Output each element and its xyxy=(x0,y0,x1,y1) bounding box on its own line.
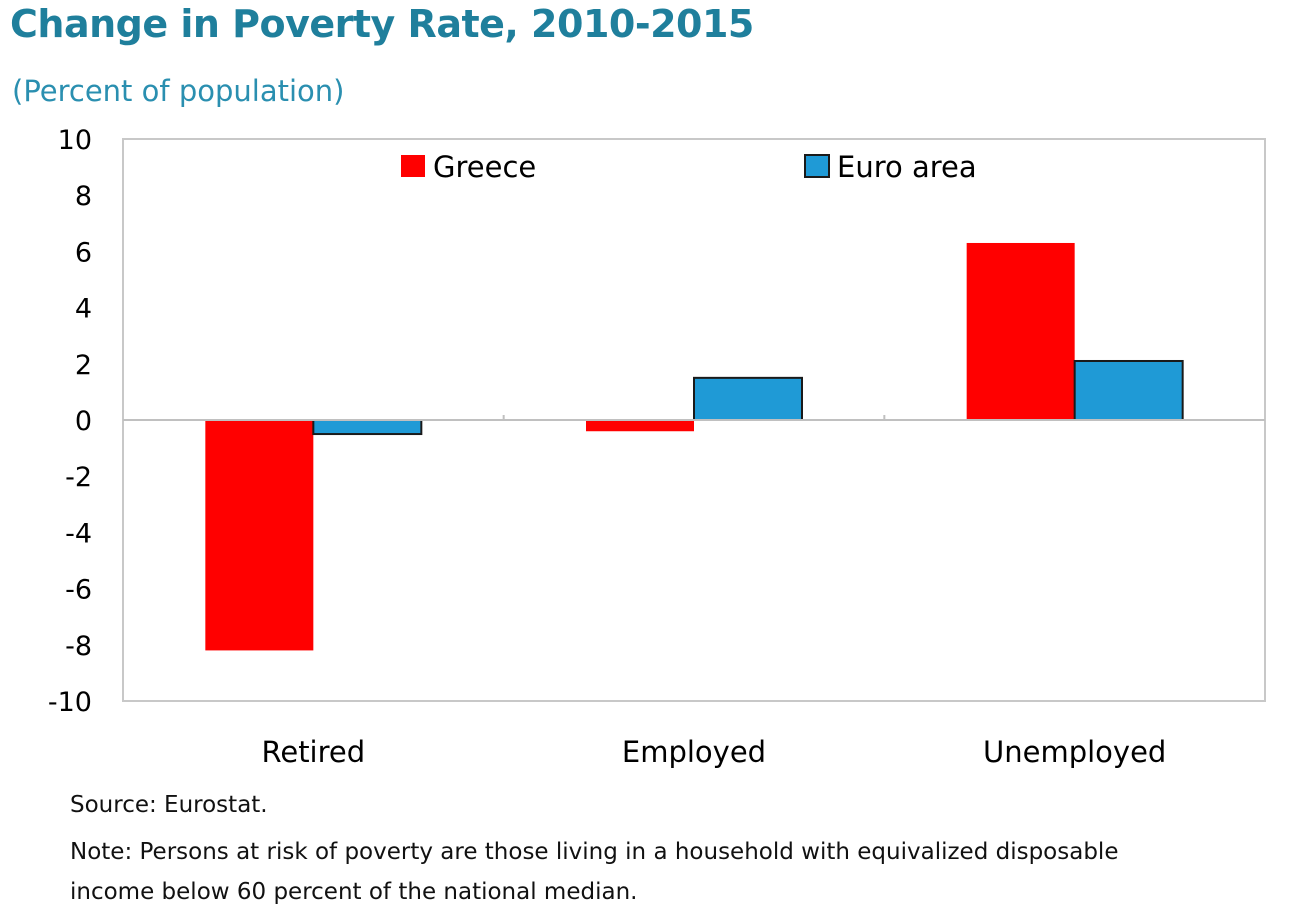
source-note: Source: Eurostat. xyxy=(70,792,268,818)
bar-euro-area-retired xyxy=(312,419,423,436)
legend-label: Euro area xyxy=(837,150,977,184)
y-tick-label: 2 xyxy=(75,350,92,381)
bar-greece-retired xyxy=(205,420,314,651)
y-tick-label: -10 xyxy=(48,687,92,718)
y-tick-label: 6 xyxy=(75,237,92,268)
legend-swatch xyxy=(401,155,425,177)
x-tick-label: Employed xyxy=(622,735,766,769)
y-tick-label: -4 xyxy=(65,518,92,549)
chart-subtitle: (Percent of population) xyxy=(12,74,345,108)
bar-greece-employed xyxy=(586,420,694,432)
y-tick-label: -6 xyxy=(65,575,92,606)
bar-chart: 10 8 6 4 2 0 -2 -4 -6 -8 -10 Retired Employed Unempl… xyxy=(48,125,1266,769)
y-tick-label: 10 xyxy=(58,125,92,156)
bar-euro-area-unemployed xyxy=(1073,359,1184,421)
legend-label: Greece xyxy=(433,150,536,184)
y-tick-label: -2 xyxy=(65,462,92,493)
bar-euro-area-employed xyxy=(693,376,803,422)
bar-greece-unemployed xyxy=(966,242,1075,420)
chart-title: Change in Poverty Rate, 2010-2015 xyxy=(10,2,754,46)
footnote: Note: Persons at risk of poverty are tho… xyxy=(70,839,1119,905)
y-tick-label: -8 xyxy=(65,631,92,662)
y-tick-label: 4 xyxy=(75,294,92,325)
y-tick-label: 8 xyxy=(75,181,92,212)
x-tick-label: Retired xyxy=(262,735,366,769)
x-tick-label: Unemployed xyxy=(983,735,1166,769)
legend-swatch xyxy=(804,154,830,178)
y-tick-label: 0 xyxy=(75,406,92,437)
